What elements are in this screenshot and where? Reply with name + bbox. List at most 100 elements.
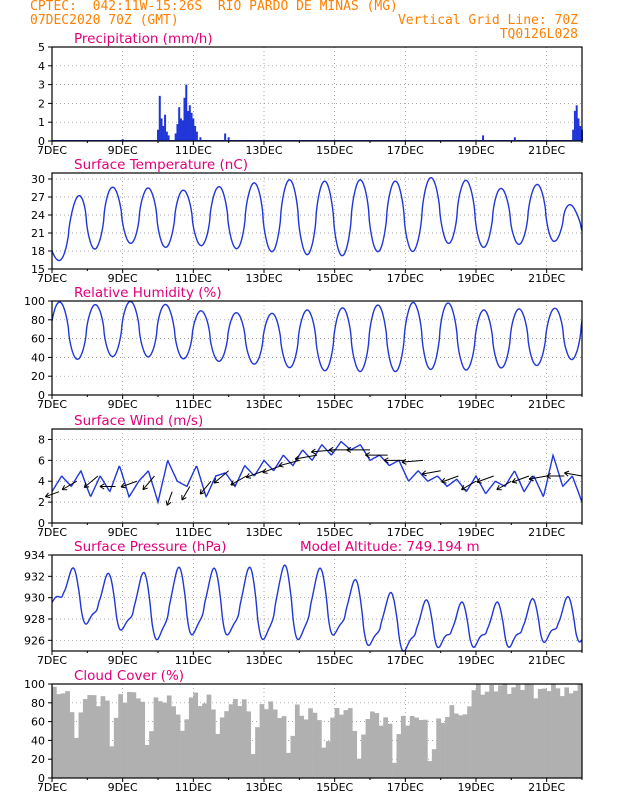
panel-6-ytick-label: 0 — [38, 772, 45, 785]
cloud-cover-bar — [233, 698, 238, 778]
cloud-cover-bar — [577, 684, 583, 778]
cloud-cover-bar — [511, 687, 517, 778]
panel-3-xtick-label: 15DEC — [316, 398, 353, 411]
wind-arrow — [441, 475, 459, 483]
cloud-cover-bar — [166, 695, 172, 778]
panel-2-xtick-label: 19DEC — [457, 272, 494, 285]
wind-arrow — [528, 475, 547, 480]
cloud-cover-bar — [423, 719, 428, 778]
panel-5-frame — [51, 554, 583, 652]
wind-arrow-head — [99, 483, 105, 490]
cloud-cover-bar — [60, 693, 66, 778]
cloud-cover-bar — [228, 704, 234, 778]
cloud-cover-bar — [546, 691, 552, 778]
wind-arrow-head — [262, 468, 268, 474]
panel-4-xtick-label: 15DEC — [316, 526, 353, 539]
cloud-cover-bar — [264, 709, 269, 778]
wind-arrow-head — [142, 484, 148, 491]
panel-2-xtick-label: 11DEC — [175, 272, 212, 285]
wind-arrow-head — [311, 448, 317, 455]
cloud-cover-bar — [325, 741, 331, 778]
precip-bar — [195, 131, 198, 141]
cloud-cover-bar — [118, 694, 123, 778]
cloud-cover-bar — [312, 712, 318, 778]
wind-arrow-head — [511, 477, 518, 484]
wind-arrow — [401, 459, 424, 463]
wind-arrow-head — [365, 452, 370, 459]
cloud-cover-bar — [268, 701, 274, 778]
wind-arrow-head — [213, 478, 220, 484]
cloud-cover-bar — [171, 706, 176, 778]
panel-1-xtick-label: 19DEC — [457, 144, 494, 157]
panel-1-xtick-label: 15DEC — [316, 144, 353, 157]
cloud-cover-bar — [493, 691, 499, 778]
panel-2-ytick-label: 30 — [31, 173, 45, 186]
wind-arrow — [564, 472, 583, 477]
cloud-cover-bar — [449, 705, 455, 778]
panel-3-series — [51, 300, 583, 373]
cloud-cover-bar — [445, 717, 450, 778]
precip-bar — [160, 118, 163, 141]
wind-arrow — [199, 480, 212, 495]
panel-5-ytick-label: 926 — [24, 634, 45, 647]
wind-arrow-head — [564, 470, 570, 477]
panel-2-line — [51, 177, 583, 262]
precip-bar — [158, 95, 161, 141]
wind-arrow — [294, 454, 318, 460]
cloud-cover-bar — [458, 715, 464, 778]
cloud-cover-bar — [347, 708, 353, 778]
cloud-cover-bar — [135, 698, 141, 778]
panel-4-title: Surface Wind (m/s) — [74, 413, 203, 429]
cloud-cover-bar — [431, 749, 437, 778]
panel-1-ytick-label: 4 — [38, 60, 45, 73]
cloud-cover-bar — [374, 713, 380, 778]
panel-1-ytick-label: 2 — [38, 97, 45, 110]
panel-2-ytick-label: 21 — [31, 227, 45, 240]
panel-4-xtick-label: 17DEC — [387, 526, 424, 539]
wind-arrow — [213, 470, 229, 484]
panel-2-frame — [51, 172, 583, 270]
wind-arrow — [496, 480, 512, 491]
cloud-cover-bar — [339, 714, 344, 778]
cloud-cover-bar — [299, 715, 305, 778]
cloud-cover-bar — [502, 684, 508, 778]
cloud-cover-bar — [392, 762, 397, 778]
panel-4-xtick-label: 9DEC — [108, 526, 138, 539]
panel-1-series — [52, 84, 583, 141]
cloud-cover-bar — [467, 706, 472, 778]
cloud-cover-bar — [462, 714, 468, 778]
panel-1-xtick-label: 17DEC — [387, 144, 424, 157]
precip-bar — [179, 118, 182, 141]
wind-arrow — [476, 475, 494, 483]
cloud-cover-bar — [144, 744, 150, 778]
panel-5-xtick-label: 7DEC — [37, 654, 67, 667]
cloud-cover-bar — [343, 710, 349, 778]
cloud-cover-bar — [533, 698, 539, 778]
panel-4-xtick-label: 21DEC — [528, 526, 565, 539]
precip-bar — [224, 133, 227, 141]
wind-arrow-head — [441, 477, 447, 484]
precip-bar — [575, 105, 578, 141]
precip-bar — [157, 129, 159, 141]
cloud-cover-bar — [91, 695, 97, 778]
cloud-cover-bar — [489, 684, 494, 778]
cloud-cover-bar — [396, 734, 402, 778]
cloud-cover-bar — [484, 691, 490, 778]
cloud-cover-bar — [69, 712, 75, 778]
panel-6-xtick-label: 13DEC — [245, 781, 282, 794]
cloud-cover-bar — [440, 722, 446, 778]
cloud-cover-bar — [52, 686, 57, 778]
panel-5-xtick-label: 11DEC — [175, 654, 212, 667]
precip-bar — [183, 97, 186, 141]
panel-6-xtick-label: 11DEC — [175, 781, 212, 794]
cloud-cover-bar — [188, 697, 194, 778]
cloud-cover-bar — [356, 758, 362, 778]
cloud-cover-bar — [524, 684, 530, 778]
cloud-cover-bar — [237, 705, 243, 778]
wind-arrow — [120, 480, 137, 488]
panel-2-xtick-label: 7DEC — [37, 272, 67, 285]
panel-6-ytick-label: 20 — [31, 753, 45, 766]
wind-arrow — [61, 480, 77, 491]
panel-6-ytick-label: 100 — [24, 678, 45, 691]
panel-4-ytick-label: 0 — [38, 517, 45, 530]
